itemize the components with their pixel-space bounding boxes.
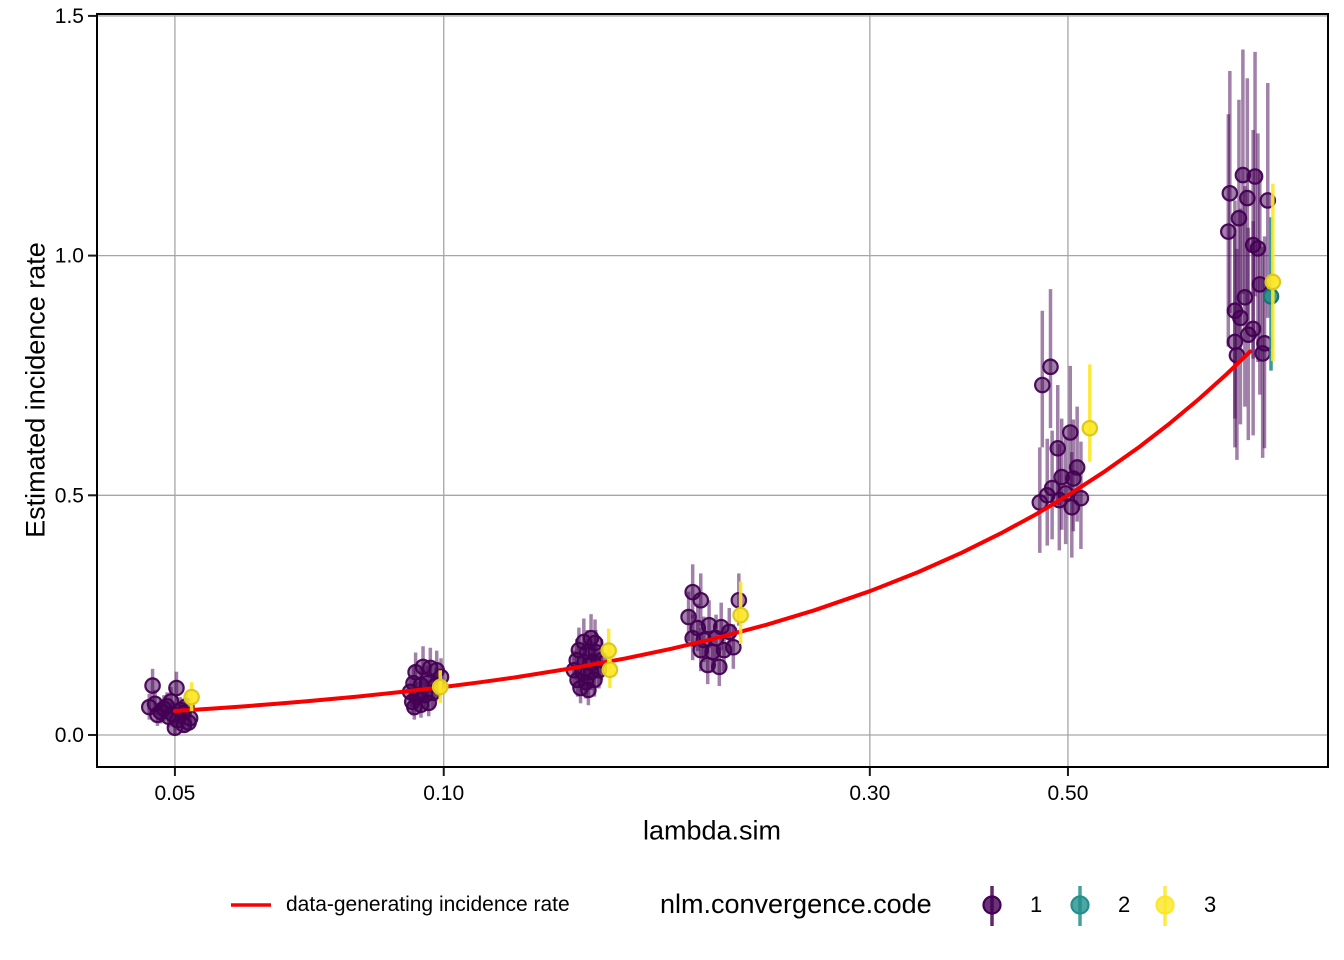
point-code-3	[1081, 419, 1099, 437]
point-code-1	[1061, 424, 1079, 441]
curve-legend-label: data-generating incidence rate	[286, 893, 570, 916]
legend-label-code2: 2	[1118, 892, 1131, 917]
x-axis-title: lambda.sim	[642, 815, 782, 846]
x-axis-tick-label: 0.30	[849, 782, 890, 805]
point-code-1	[730, 591, 748, 609]
y-axis-tick-label: 0.5	[55, 484, 84, 507]
legend: data-generating incidence rate nlm.conve…	[0, 880, 1344, 936]
point-code-1	[1249, 240, 1267, 257]
pointrange-key-icon-code2	[1070, 886, 1090, 926]
point-code-1	[580, 681, 597, 699]
key-point	[1070, 895, 1090, 915]
point-code-3	[1264, 273, 1282, 291]
point-code-1	[162, 693, 180, 710]
y-axis-tick-label: 1.5	[55, 5, 84, 28]
point-code-1	[1063, 498, 1081, 516]
panel-border	[96, 13, 1329, 768]
pointrange-key-icon-code1	[982, 886, 1002, 926]
x-axis-tick-label: 0.05	[154, 782, 195, 805]
point-code-1	[1232, 309, 1249, 327]
point-code-3	[431, 678, 449, 696]
curve-legend-key-line	[231, 903, 271, 907]
point-code-1	[406, 698, 423, 716]
point-code-1	[144, 677, 161, 694]
y-axis-tick-label: 0.0	[55, 724, 84, 747]
key-point	[1155, 895, 1175, 915]
point-code-1	[1226, 333, 1244, 351]
point-code-1	[420, 694, 438, 712]
point-code-1	[1042, 358, 1059, 376]
key-point	[982, 895, 1002, 915]
point-code-3	[732, 606, 749, 624]
point-code-1	[1038, 486, 1056, 504]
pointrange-key-icon-code3	[1155, 886, 1175, 926]
legend-label-code3: 3	[1204, 892, 1217, 917]
y-axis-title: Estimated incidence rate	[20, 242, 51, 538]
point-code-1	[1065, 470, 1082, 487]
point-code-1	[711, 658, 728, 676]
point-code-3	[601, 661, 619, 679]
point-code-1	[1239, 189, 1256, 207]
point-code-1	[725, 638, 742, 656]
point-code-1	[692, 591, 710, 609]
y-axis-tick-label: 1.0	[55, 245, 84, 268]
point-code-1	[180, 714, 197, 731]
x-axis-tick-label: 0.10	[423, 782, 464, 805]
point-code-1	[680, 608, 697, 626]
point-code-1	[1254, 345, 1271, 362]
point-code-1	[1220, 223, 1237, 240]
x-axis-tick-label: 0.50	[1048, 782, 1089, 805]
point-code-1	[1239, 326, 1257, 344]
point-code-1	[1236, 289, 1254, 306]
legend-label-code1: 1	[1030, 892, 1043, 917]
point-code-1	[1230, 209, 1248, 227]
point-code-1	[1251, 276, 1269, 293]
point-code-1	[1246, 168, 1264, 185]
point-code-1	[1049, 440, 1067, 457]
point-code-1	[1221, 184, 1239, 202]
legend-title: nlm.convergence.code	[660, 889, 932, 919]
point-code-3	[183, 688, 200, 706]
point-code-1	[1034, 376, 1051, 394]
point-code-2	[1262, 288, 1280, 305]
point-code-3	[600, 642, 617, 659]
point-code-1	[168, 679, 185, 697]
